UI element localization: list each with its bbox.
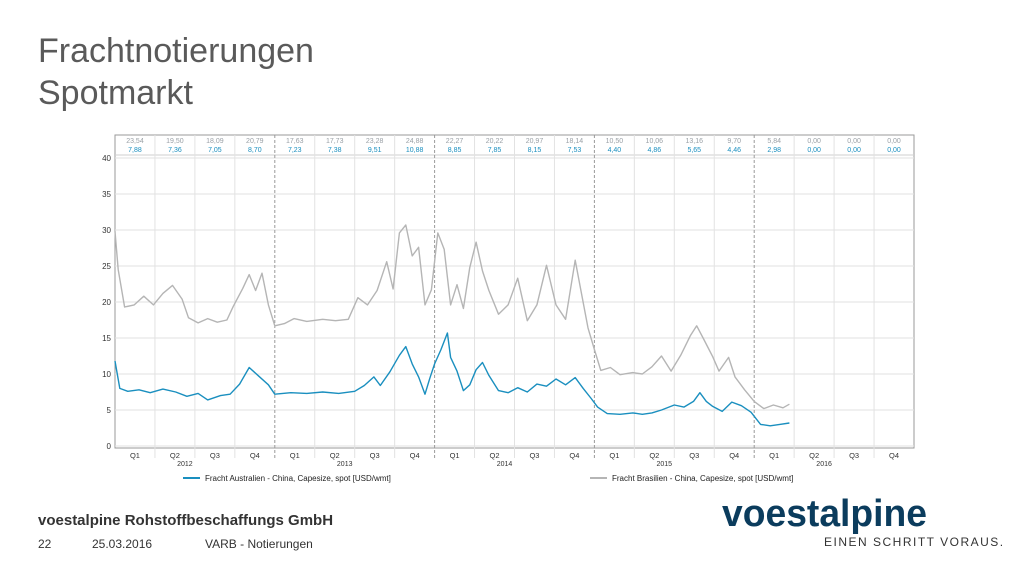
x-tick-label-quarter: Q2 — [330, 451, 340, 460]
y-tick-label: 30 — [102, 226, 111, 235]
x-tick-label-year: 2016 — [816, 461, 832, 468]
series-line — [114, 224, 790, 410]
header-value-brasilien: 20,79 — [246, 138, 264, 145]
y-tick-label: 20 — [102, 298, 111, 307]
header-value-australien: 7,53 — [568, 147, 582, 154]
x-tick-label-year: 2012 — [177, 461, 193, 468]
x-tick-label-quarter: Q2 — [809, 451, 819, 460]
x-tick-label-quarter: Q1 — [130, 451, 140, 460]
header-value-brasilien: 10,50 — [606, 138, 624, 145]
header-value-brasilien: 19,50 — [166, 138, 184, 145]
series-line — [114, 332, 790, 427]
x-tick-label-quarter: Q3 — [210, 451, 220, 460]
header-value-australien: 7,05 — [208, 147, 222, 154]
header-value-australien: 7,36 — [168, 147, 182, 154]
x-tick-label-quarter: Q1 — [450, 451, 460, 460]
header-value-brasilien: 23,28 — [366, 138, 384, 145]
title-line-1: Frachtnotierungen — [38, 32, 314, 70]
x-tick-label-year: 2014 — [497, 461, 513, 468]
page-number: 22 — [38, 537, 52, 551]
header-value-australien: 4,40 — [608, 147, 622, 154]
header-value-brasilien: 10,06 — [646, 138, 664, 145]
x-tick-label-quarter: Q2 — [170, 451, 180, 460]
x-tick-label-quarter: Q3 — [529, 451, 539, 460]
legend-label-australien: Fracht Australien - China, Capesize, spo… — [205, 474, 391, 483]
y-tick-label: 15 — [102, 334, 111, 343]
y-tick-label: 5 — [107, 406, 112, 415]
x-tick-label-quarter: Q3 — [370, 451, 380, 460]
x-tick-label-quarter: Q1 — [290, 451, 300, 460]
header-value-brasilien: 24,88 — [406, 138, 424, 145]
header-value-brasilien: 22,27 — [446, 138, 464, 145]
x-tick-label-year: 2015 — [657, 461, 673, 468]
header-value-australien: 5,65 — [687, 147, 701, 154]
page-title: Frachtnotierungen Spotmarkt — [38, 30, 314, 114]
header-value-australien: 10,88 — [406, 147, 424, 154]
x-tick-label-quarter: Q4 — [569, 451, 579, 460]
header-value-brasilien: 0,00 — [887, 138, 901, 145]
header-value-brasilien: 20,97 — [526, 138, 544, 145]
header-value-brasilien: 5,84 — [767, 138, 781, 145]
header-value-australien: 0,00 — [887, 147, 901, 154]
x-tick-label-quarter: Q4 — [250, 451, 260, 460]
y-tick-label: 25 — [102, 262, 111, 271]
header-value-brasilien: 18,14 — [566, 138, 584, 145]
header-value-australien: 9,51 — [368, 147, 382, 154]
x-tick-label-quarter: Q2 — [490, 451, 500, 460]
header-value-brasilien: 23,54 — [126, 138, 144, 145]
legend-label-brasilien: Fracht Brasilien - China, Capesize, spot… — [612, 474, 793, 483]
y-tick-label: 35 — [102, 190, 111, 199]
x-tick-label-quarter: Q1 — [609, 451, 619, 460]
x-tick-label-quarter: Q2 — [649, 451, 659, 460]
header-value-brasilien: 9,70 — [727, 138, 741, 145]
header-value-brasilien: 0,00 — [847, 138, 861, 145]
y-tick-label: 0 — [107, 442, 112, 451]
header-value-brasilien: 0,00 — [807, 138, 821, 145]
y-tick-label: 40 — [102, 154, 111, 163]
header-value-brasilien: 18,09 — [206, 138, 224, 145]
slogan: EINEN SCHRITT VORAUS. — [824, 535, 1005, 549]
header-value-brasilien: 20,22 — [486, 138, 504, 145]
header-value-australien: 7,88 — [128, 147, 142, 154]
header-value-brasilien: 13,16 — [686, 138, 704, 145]
header-value-australien: 8,85 — [448, 147, 462, 154]
header-value-australien: 8,70 — [248, 147, 262, 154]
header-value-brasilien: 17,73 — [326, 138, 344, 145]
x-tick-label-quarter: Q4 — [729, 451, 739, 460]
header-value-australien: 7,23 — [288, 147, 302, 154]
header-value-brasilien: 17,63 — [286, 138, 304, 145]
x-tick-label-quarter: Q3 — [689, 451, 699, 460]
header-value-australien: 0,00 — [847, 147, 861, 154]
header-value-australien: 0,00 — [807, 147, 821, 154]
x-tick-label-year: 2013 — [337, 461, 353, 468]
header-value-australien: 2,98 — [767, 147, 781, 154]
x-tick-label-quarter: Q3 — [849, 451, 859, 460]
header-value-australien: 7,38 — [328, 147, 342, 154]
footer-date: 25.03.2016 — [92, 537, 153, 551]
footer-section: VARB - Notierungen — [205, 537, 313, 551]
header-value-australien: 7,85 — [488, 147, 502, 154]
title-line-2: Spotmarkt — [38, 74, 193, 112]
y-tick-label: 10 — [102, 370, 111, 379]
x-tick-label-quarter: Q1 — [769, 451, 779, 460]
x-tick-label-quarter: Q4 — [889, 451, 899, 460]
header-value-australien: 8,15 — [528, 147, 542, 154]
x-tick-label-quarter: Q4 — [410, 451, 420, 460]
header-value-australien: 4,86 — [648, 147, 662, 154]
company-name: voestalpine Rohstoffbeschaffungs GmbH — [38, 512, 334, 529]
header-value-australien: 4,46 — [727, 147, 741, 154]
logo-wordmark: voestalpine — [722, 494, 927, 534]
freight-rate-chart: 0 5 10 15 20 25 30 35 40 23,54 7,88 19,50 7,36 18,09 7… — [102, 134, 915, 483]
voestalpine-logo: voestalpine — [722, 494, 927, 534]
